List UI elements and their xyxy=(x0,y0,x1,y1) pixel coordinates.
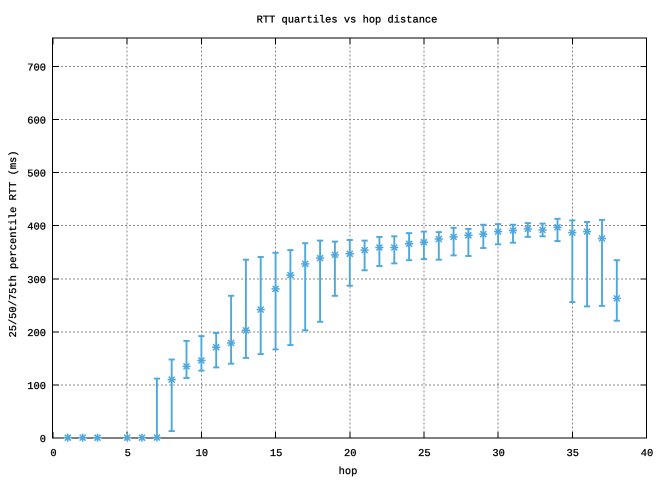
svg-text:200: 200 xyxy=(27,328,46,340)
svg-text:100: 100 xyxy=(27,381,46,393)
svg-text:0: 0 xyxy=(40,434,46,446)
svg-text:40: 40 xyxy=(641,448,653,460)
svg-text:25: 25 xyxy=(418,448,430,460)
svg-text:20: 20 xyxy=(344,448,356,460)
svg-text:RTT quartiles vs hop distance: RTT quartiles vs hop distance xyxy=(257,15,438,27)
svg-text:600: 600 xyxy=(27,116,46,128)
svg-text:700: 700 xyxy=(27,63,46,75)
svg-text:5: 5 xyxy=(125,448,131,460)
svg-text:15: 15 xyxy=(270,448,282,460)
svg-text:35: 35 xyxy=(567,448,579,460)
svg-text:0: 0 xyxy=(50,448,56,460)
svg-text:hop: hop xyxy=(339,466,358,478)
svg-text:25/50/75th percentile RTT (ms): 25/50/75th percentile RTT (ms) xyxy=(8,150,20,337)
svg-text:500: 500 xyxy=(27,169,46,181)
svg-text:400: 400 xyxy=(27,222,46,234)
svg-text:10: 10 xyxy=(196,448,208,460)
svg-text:300: 300 xyxy=(27,275,46,287)
svg-text:30: 30 xyxy=(492,448,504,460)
